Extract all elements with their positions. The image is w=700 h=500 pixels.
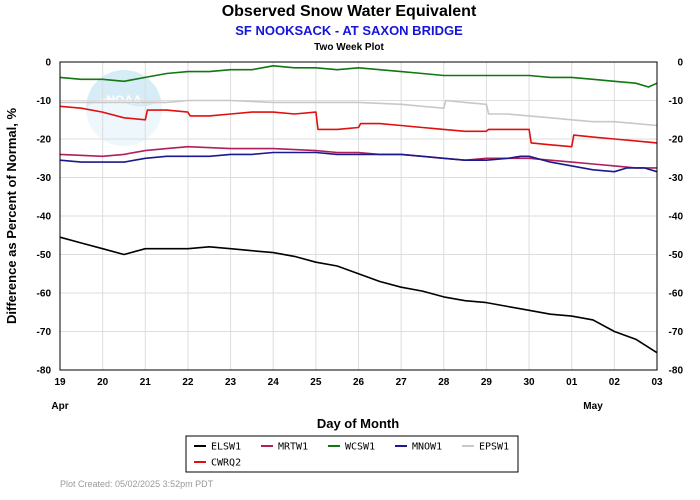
plot-frame	[59, 61, 658, 371]
x-tick-label: 23	[225, 377, 237, 388]
y-tick-label-left: 0	[45, 58, 51, 69]
y-ticks-left: 0 -10 -20 -30 -40 -50 -60 -70 -80	[37, 58, 52, 377]
chart-subtitle-secondary: Two Week Plot	[314, 42, 384, 53]
grid-lines	[60, 62, 657, 370]
chart-title: Observed Snow Water Equivalent	[222, 3, 477, 20]
month-label: Apr	[51, 401, 68, 412]
footer-plot-created: Plot Created: 05/02/2025 3:52pm PDT	[60, 479, 214, 489]
y-tick-label-left: -20	[37, 135, 52, 146]
month-labels: Apr May	[51, 401, 603, 412]
y-tick-label-right: -20	[669, 135, 684, 146]
y-tick-label-left: -70	[37, 327, 52, 338]
y-tick-label-right: 0	[677, 58, 683, 69]
legend-label: WCSW1	[345, 442, 375, 453]
series-line-wcsw1	[59, 65, 658, 88]
legend-label: MRTW1	[278, 442, 308, 453]
x-tick-label: 03	[651, 377, 663, 388]
y-tick-label-right: -30	[669, 173, 684, 184]
x-tick-label: 28	[438, 377, 450, 388]
x-tick-label: 21	[140, 377, 152, 388]
y-tick-label-left: -60	[37, 289, 52, 300]
y-tick-label-right: -60	[669, 289, 684, 300]
legend-box	[185, 435, 519, 473]
x-tick-label: 27	[396, 377, 408, 388]
x-axis-label: Day of Month	[317, 416, 399, 431]
x-tick-label: 24	[268, 377, 280, 388]
x-tick-label: 20	[97, 377, 109, 388]
x-tick-label: 29	[481, 377, 493, 388]
series-line-cwrq2	[59, 105, 658, 148]
y-tick-label-right: -70	[669, 327, 684, 338]
y-tick-label-right: -80	[669, 366, 684, 377]
y-tick-label-right: -50	[669, 250, 684, 261]
series-line-epsw1	[60, 99, 658, 127]
legend-items: ELSW1 MRTW1 WCSW1 MNOW1 EPSW1 CWRQ2	[194, 442, 509, 469]
y-tick-label-left: -10	[37, 96, 52, 107]
chart-subtitle: SF NOOKSACK - AT SAXON BRIDGE	[235, 23, 463, 38]
month-label: May	[583, 401, 603, 412]
y-tick-label-right: -40	[669, 212, 684, 223]
y-ticks-right: 0 -10 -20 -30 -40 -50 -60 -70 -80	[669, 58, 684, 377]
series-group	[59, 65, 658, 354]
x-tick-label: 22	[182, 377, 194, 388]
series-line-mnow1	[59, 151, 658, 173]
y-tick-label-right: -10	[669, 96, 684, 107]
series-line-elsw1	[59, 236, 658, 354]
x-ticks: 19 20 21 22 23 24 25 26 27 28 29 30 01 02 03	[54, 377, 663, 388]
x-tick-label: 01	[566, 377, 578, 388]
y-tick-label-left: -40	[37, 212, 52, 223]
x-tick-label: 19	[54, 377, 66, 388]
legend: ELSW1 MRTW1 WCSW1 MNOW1 EPSW1 CWRQ2	[185, 435, 519, 473]
x-tick-label: 25	[310, 377, 322, 388]
noaa-logo-watermark: NOAA	[86, 70, 162, 146]
legend-label: ELSW1	[211, 442, 241, 453]
y-tick-label-left: -80	[37, 366, 52, 377]
x-tick-label: 26	[353, 377, 365, 388]
x-tick-label: 02	[609, 377, 621, 388]
y-axis-label: Difference as Percent of Normal, %	[4, 108, 19, 324]
legend-label: CWRQ2	[211, 458, 241, 469]
x-tick-label: 30	[524, 377, 536, 388]
legend-label: MNOW1	[412, 442, 442, 453]
y-tick-label-left: -50	[37, 250, 52, 261]
y-tick-label-left: -30	[37, 173, 52, 184]
legend-label: EPSW1	[479, 442, 509, 453]
